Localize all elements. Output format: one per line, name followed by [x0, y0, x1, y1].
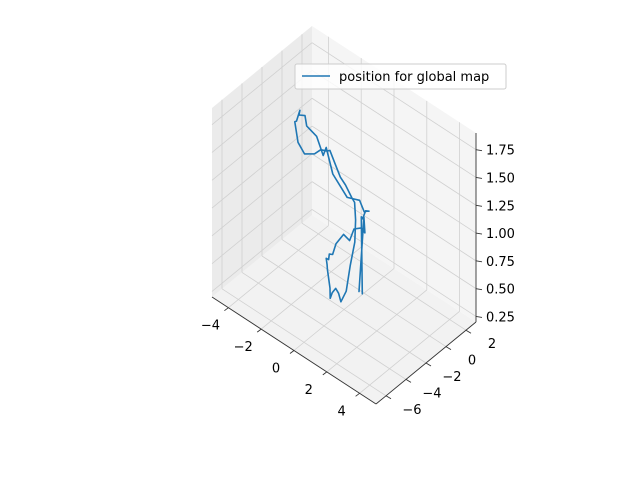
y-tick-label: 0 [468, 354, 476, 369]
z-gridline-back [311, 181, 477, 289]
z-gridline-back [311, 42, 477, 151]
y-gridline-floor [301, 222, 467, 331]
z-gridline-left [211, 181, 313, 264]
z-tick-label: 0.25 [486, 310, 515, 325]
z-gridline-left [211, 153, 313, 237]
x-tick-label: 4 [337, 404, 345, 419]
series-line [293, 109, 370, 303]
y-tick-mark [465, 329, 472, 334]
z-gridline-left [211, 125, 313, 209]
series-layer [293, 109, 370, 303]
z-gridline-back [311, 153, 477, 262]
z-tick-label: 1.50 [486, 172, 515, 187]
grid-lines [211, 34, 477, 397]
z-tick-mark [475, 177, 483, 179]
y-tick-label: −4 [422, 386, 441, 401]
x-tick-label: 2 [305, 383, 313, 398]
y-gridline-floor [261, 255, 427, 364]
z-tick-label: 1.25 [486, 199, 515, 214]
legend: position for global map [294, 63, 507, 90]
y-gridline-floor [221, 288, 387, 397]
z-gridline-left [211, 97, 313, 181]
x-tick-label: 0 [272, 362, 280, 377]
z-gridline-left [211, 42, 313, 125]
legend-label: position for global map [339, 70, 489, 85]
z-tick-mark [475, 232, 483, 235]
x-tick-label: −4 [201, 319, 220, 334]
z-tick-label: 0.50 [486, 283, 515, 298]
z-gridline-left [211, 209, 313, 292]
x-tick-label: −2 [234, 340, 253, 355]
y-tick-label: −2 [442, 370, 461, 385]
y-tick-mark [385, 395, 392, 400]
y-gridline-floor [241, 272, 407, 380]
x-tick-mark [289, 350, 295, 354]
legend-frame [294, 63, 507, 90]
x-tick-mark [224, 307, 229, 312]
z-tick-label: 1.75 [486, 144, 515, 159]
z-gridline-back [311, 125, 477, 234]
y-tick-label: −6 [402, 403, 421, 418]
z-tick-label: 0.75 [486, 255, 515, 270]
y-gridline-floor [281, 239, 447, 347]
x-tick-mark [256, 328, 262, 333]
x-tick-mark [355, 392, 360, 397]
y-tick-mark [425, 362, 432, 367]
y-tick-label: 2 [488, 337, 496, 352]
z-tick-mark [475, 315, 483, 318]
z-tick-mark [475, 260, 483, 263]
x-tick-mark [322, 371, 328, 376]
z-tick-mark [475, 149, 483, 152]
z-tick-mark [475, 288, 483, 291]
z-tick-label: 1.00 [486, 227, 515, 242]
y-tick-mark [445, 346, 452, 350]
z-gridline-back [311, 97, 477, 206]
y-tick-mark [405, 379, 412, 383]
z-gridline-back [311, 209, 477, 317]
z-tick-mark [475, 204, 483, 207]
